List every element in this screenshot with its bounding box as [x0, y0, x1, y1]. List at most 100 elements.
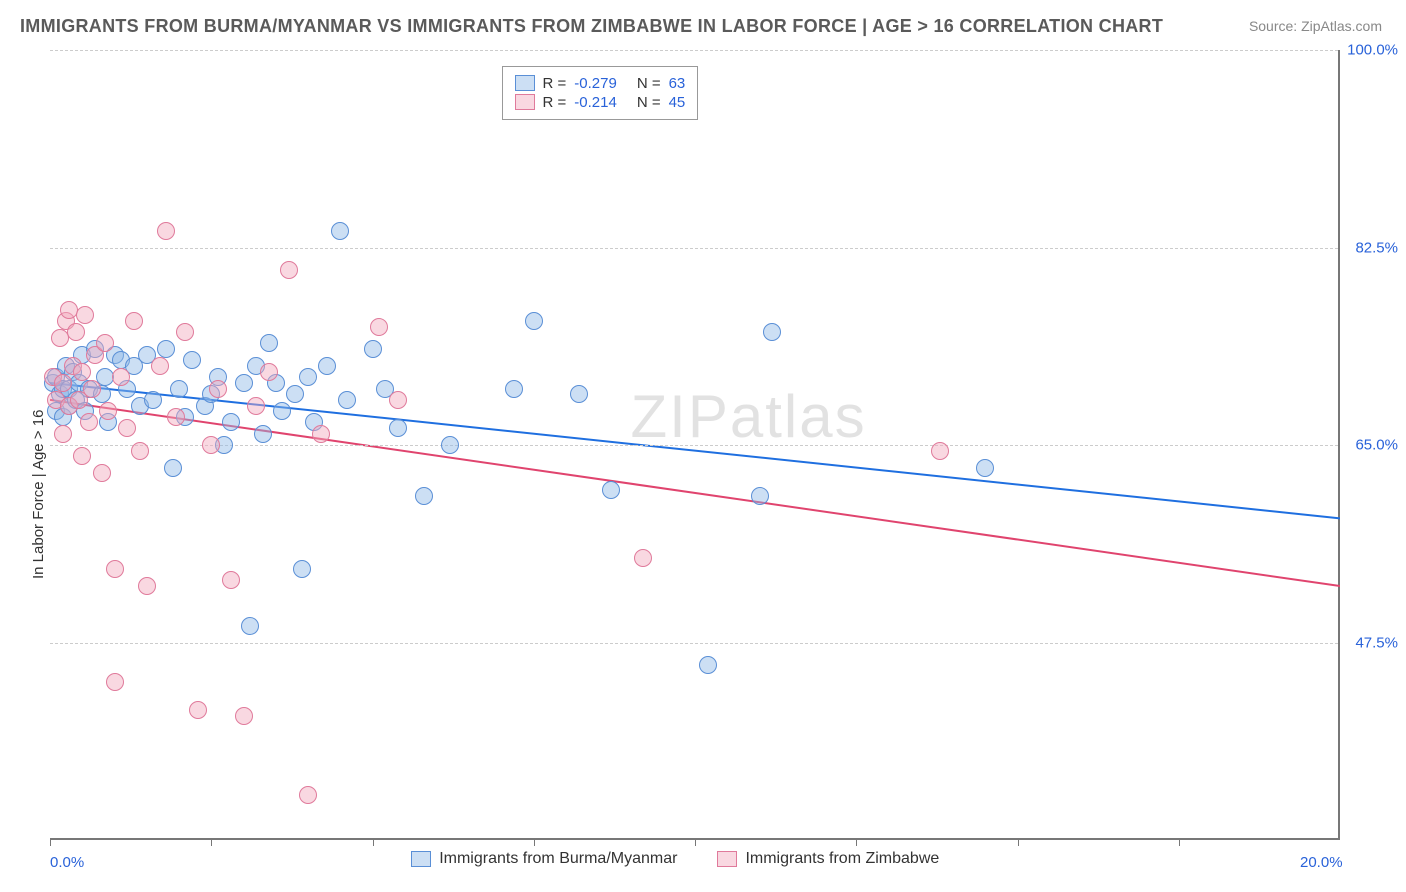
- data-point: [389, 419, 407, 437]
- data-point: [157, 340, 175, 358]
- legend-n-value: 63: [669, 75, 686, 92]
- legend-row: R = -0.214 N = 45: [515, 94, 686, 111]
- data-point: [241, 617, 259, 635]
- grid-line: [50, 445, 1338, 446]
- data-point: [54, 425, 72, 443]
- legend-item: Immigrants from Zimbabwe: [717, 850, 939, 868]
- correlation-legend: R = -0.279 N = 63 R = -0.214 N = 45: [502, 66, 699, 120]
- source-label: Source: ZipAtlas.com: [1249, 18, 1382, 34]
- data-point: [273, 402, 291, 420]
- x-tick: [1179, 838, 1180, 846]
- data-point: [144, 391, 162, 409]
- data-point: [370, 318, 388, 336]
- legend-r-label: R =: [543, 94, 567, 111]
- data-point: [157, 222, 175, 240]
- data-point: [570, 385, 588, 403]
- data-point: [73, 363, 91, 381]
- y-tick-label: 82.5%: [1343, 239, 1398, 256]
- data-point: [441, 436, 459, 454]
- legend-r-value: -0.279: [574, 75, 617, 92]
- data-point: [167, 408, 185, 426]
- y-axis-label: In Labor Force | Age > 16: [30, 410, 47, 579]
- data-point: [76, 306, 94, 324]
- y-tick-label: 47.5%: [1343, 634, 1398, 651]
- data-point: [286, 385, 304, 403]
- data-point: [138, 577, 156, 595]
- data-point: [222, 413, 240, 431]
- watermark: ZIPatlas: [631, 382, 867, 451]
- data-point: [763, 323, 781, 341]
- x-tick: [211, 838, 212, 846]
- data-point: [293, 560, 311, 578]
- x-tick: [1018, 838, 1019, 846]
- legend-item: Immigrants from Burma/Myanmar: [411, 850, 677, 868]
- data-point: [338, 391, 356, 409]
- data-point: [170, 380, 188, 398]
- y-tick-label: 100.0%: [1343, 42, 1398, 59]
- data-point: [247, 397, 265, 415]
- data-point: [67, 323, 85, 341]
- grid-line: [50, 50, 1338, 51]
- data-point: [235, 707, 253, 725]
- legend-n-label: N =: [637, 94, 661, 111]
- data-point: [99, 402, 117, 420]
- data-point: [80, 413, 98, 431]
- data-point: [73, 447, 91, 465]
- data-point: [318, 357, 336, 375]
- data-point: [299, 368, 317, 386]
- data-point: [634, 549, 652, 567]
- chart-title: IMMIGRANTS FROM BURMA/MYANMAR VS IMMIGRA…: [20, 16, 1163, 37]
- x-label-right: 20.0%: [1300, 854, 1343, 871]
- data-point: [131, 442, 149, 460]
- y-tick-label: 65.0%: [1343, 437, 1398, 454]
- data-point: [209, 380, 227, 398]
- x-tick: [373, 838, 374, 846]
- data-point: [235, 374, 253, 392]
- data-point: [222, 571, 240, 589]
- data-point: [254, 425, 272, 443]
- data-point: [125, 312, 143, 330]
- data-point: [118, 419, 136, 437]
- data-point: [602, 481, 620, 499]
- legend-swatch: [717, 851, 737, 867]
- x-tick: [534, 838, 535, 846]
- series-legend: Immigrants from Burma/Myanmar Immigrants …: [411, 850, 939, 868]
- data-point: [389, 391, 407, 409]
- legend-swatch: [515, 94, 535, 110]
- data-point: [931, 442, 949, 460]
- trend-line: [50, 400, 1340, 586]
- data-point: [976, 459, 994, 477]
- data-point: [96, 334, 114, 352]
- data-point: [331, 222, 349, 240]
- data-point: [183, 351, 201, 369]
- legend-r-label: R =: [543, 75, 567, 92]
- data-point: [106, 673, 124, 691]
- data-point: [312, 425, 330, 443]
- data-point: [280, 261, 298, 279]
- data-point: [106, 560, 124, 578]
- x-label-left: 0.0%: [50, 854, 84, 871]
- plot-area: ZIPatlas R = -0.279 N = 63 R = -0.214 N = 4…: [50, 50, 1340, 840]
- legend-r-value: -0.214: [574, 94, 617, 111]
- data-point: [164, 459, 182, 477]
- x-tick: [856, 838, 857, 846]
- legend-series-label: Immigrants from Burma/Myanmar: [439, 850, 677, 868]
- data-point: [189, 701, 207, 719]
- legend-n-value: 45: [669, 94, 686, 111]
- legend-series-label: Immigrants from Zimbabwe: [745, 850, 939, 868]
- legend-swatch: [515, 75, 535, 91]
- data-point: [176, 323, 194, 341]
- chart-container: IMMIGRANTS FROM BURMA/MYANMAR VS IMMIGRA…: [0, 0, 1406, 892]
- data-point: [364, 340, 382, 358]
- data-point: [505, 380, 523, 398]
- data-point: [93, 464, 111, 482]
- data-point: [299, 786, 317, 804]
- data-point: [54, 374, 72, 392]
- data-point: [83, 380, 101, 398]
- legend-swatch: [411, 851, 431, 867]
- grid-line: [50, 643, 1338, 644]
- data-point: [202, 436, 220, 454]
- data-point: [260, 334, 278, 352]
- grid-line: [50, 248, 1338, 249]
- legend-n-label: N =: [637, 75, 661, 92]
